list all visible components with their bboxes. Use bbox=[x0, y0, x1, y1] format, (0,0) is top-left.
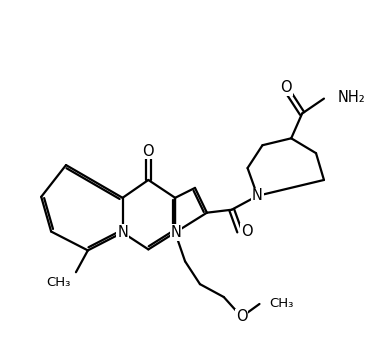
Text: CH₃: CH₃ bbox=[47, 276, 71, 289]
Text: CH₃: CH₃ bbox=[269, 298, 294, 310]
Text: O: O bbox=[281, 80, 292, 95]
Text: O: O bbox=[142, 144, 154, 159]
Text: N: N bbox=[171, 225, 182, 240]
Text: O: O bbox=[241, 224, 252, 239]
Text: NH₂: NH₂ bbox=[338, 90, 365, 105]
Text: N: N bbox=[117, 225, 128, 240]
Text: N: N bbox=[252, 188, 263, 203]
Text: O: O bbox=[236, 309, 248, 324]
